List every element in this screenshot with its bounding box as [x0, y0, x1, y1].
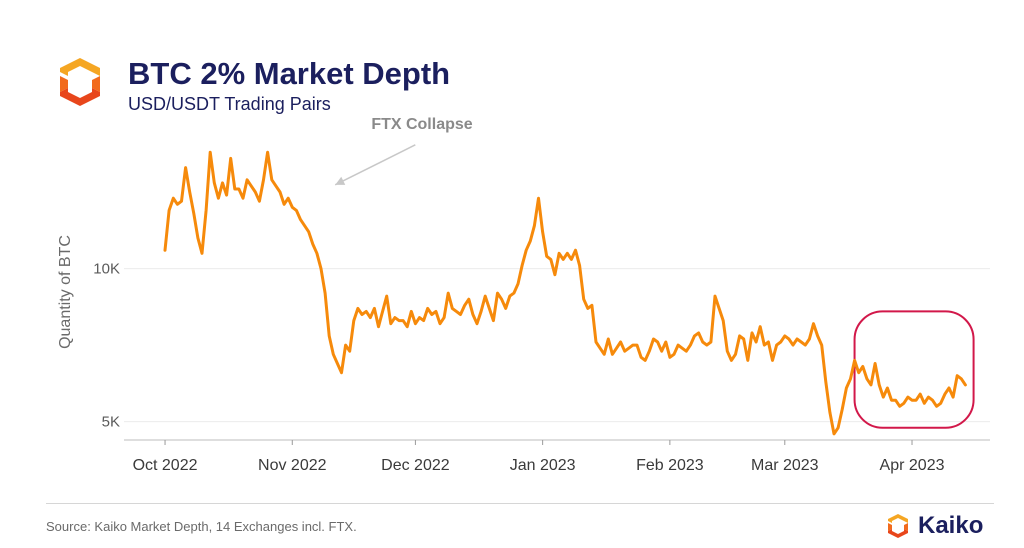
- y-tick-label: 10K: [93, 261, 120, 278]
- axis-layer: 5K 10K Oct 2022 Nov 2022 Dec 2022 Jan 2023 Feb…: [57, 235, 990, 474]
- annotation-layer: FTX Collapse: [334, 116, 473, 186]
- series-layer: [163, 150, 967, 436]
- x-tick-label: Oct 2022: [133, 457, 198, 474]
- source-note: Source: Kaiko Market Depth, 14 Exchanges…: [46, 519, 357, 534]
- grid-layer: [124, 268, 990, 423]
- y-axis-label: Quantity of BTC: [57, 235, 74, 349]
- x-tick-label: Nov 2022: [258, 457, 327, 474]
- x-tick-label: Jan 2023: [510, 457, 576, 474]
- series-line: [163, 150, 967, 436]
- kaiko-logo-icon: [60, 58, 100, 106]
- annotation-arrowhead: [335, 176, 346, 185]
- x-tick-label: Feb 2023: [636, 457, 704, 474]
- x-tick-label: Apr 2023: [880, 457, 945, 474]
- highlight-box: [853, 310, 975, 429]
- x-tick-label: Mar 2023: [751, 457, 819, 474]
- annotation-arrow: [334, 144, 416, 186]
- market-depth-chart: 5K 10K Oct 2022 Nov 2022 Dec 2022 Jan 2023 Feb…: [57, 116, 990, 474]
- kaiko-brand-icon: [888, 514, 908, 538]
- annotation-label: FTX Collapse: [371, 116, 472, 133]
- brand-logo: Kaiko: [884, 512, 983, 540]
- chart-subtitle: USD/USDT Trading Pairs: [128, 94, 331, 114]
- y-tick-label: 5K: [102, 414, 120, 431]
- brand-name: Kaiko: [918, 512, 984, 539]
- chart-title: BTC 2% Market Depth: [128, 56, 451, 91]
- highlight-layer: [853, 310, 975, 429]
- x-tick-label: Dec 2022: [381, 457, 450, 474]
- footer-divider: [46, 503, 994, 504]
